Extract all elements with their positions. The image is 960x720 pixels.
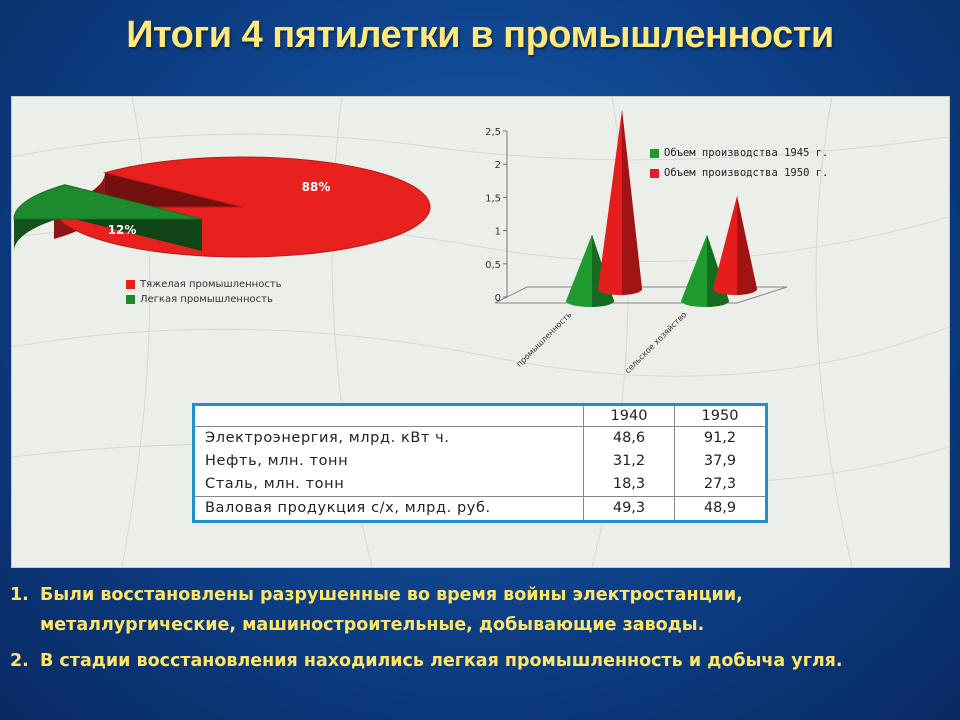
table-cell-label: Валовая продукция с/х, млрд. руб. <box>193 496 584 522</box>
table-row: Нефть, млн. тонн 31,2 37,9 <box>194 450 767 473</box>
table-cell-label: Сталь, млн. тонн <box>205 476 345 492</box>
pie-legend-item-light: Легкая промышленность <box>126 292 282 307</box>
y-tick-label: 2 <box>495 160 501 171</box>
table-header-row: 1940 1950 <box>193 404 767 427</box>
pie-label-heavy: 88% <box>302 180 331 194</box>
note-text: В стадии восстановления находились легка… <box>40 651 843 671</box>
table-row: Сталь, млн. тонн 18,3 27,3 <box>194 473 767 497</box>
cone-bar-chart: 0 0,5 1 1,5 2 2,5 промышленность сельское хозяй… <box>485 109 788 375</box>
notes-list: 1. Были восстановлены разрушенные во вре… <box>10 580 940 682</box>
slide-title: Итоги 4 пятилетки в промышленности <box>126 14 834 56</box>
y-tick-label: 0,5 <box>485 260 501 271</box>
bar-legend: Объем производства 1945 г. Объем произво… <box>650 143 828 183</box>
x-tick-label: промышленность <box>515 310 574 369</box>
cone-1950-agriculture <box>713 196 758 295</box>
note-text: Были восстановлены разрушенные во время … <box>40 585 743 635</box>
table-cell-1950: 37,9 <box>674 450 767 473</box>
table-header-label <box>193 404 584 427</box>
table-cell-1950: 48,9 <box>674 496 767 522</box>
light-industry-swatch <box>126 295 135 304</box>
pie-legend-label: Легкая промышленность <box>140 294 273 305</box>
series-1950-swatch <box>650 168 659 178</box>
pie-legend-label: Тяжелая промышленность <box>140 279 282 290</box>
series-1945-swatch <box>650 148 659 158</box>
table-cell-1940: 48,6 <box>583 426 675 450</box>
table-header-1950: 1950 <box>674 404 767 427</box>
production-table: 1940 1950 Электроэнергия, млрд. кВт ч. 4… <box>192 403 768 523</box>
note-number: 1. <box>10 585 29 605</box>
table-cell-label: Электроэнергия, млрд. кВт ч. <box>205 430 450 446</box>
pie-slice-light-industry <box>13 184 203 251</box>
note-number: 2. <box>10 651 29 671</box>
table-cell-1950: 91,2 <box>674 426 767 450</box>
table-row: Электроэнергия, млрд. кВт ч. 48,6 91,2 <box>194 426 767 450</box>
list-item: 1. Были восстановлены разрушенные во вре… <box>10 580 940 640</box>
table-cell-1940: 31,2 <box>583 450 675 473</box>
chart-image-panel: 88% 12% Тяжелая промышленность Легкая про… <box>11 96 950 568</box>
chart-axes: 0 0,5 1 1,5 2 2,5 <box>485 127 788 304</box>
table-header-1940: 1940 <box>583 404 675 427</box>
table-cell-1940: 18,3 <box>583 473 675 497</box>
pie-legend: Тяжелая промышленность Легкая промышленн… <box>126 277 282 307</box>
x-tick-label: сельское хозяйство <box>623 310 688 375</box>
bar-legend-label: Объем производства 1945 г. <box>664 147 829 159</box>
bar-legend-label: Объем производства 1950 г. <box>664 167 829 179</box>
cone-1950-industry <box>598 109 643 295</box>
heavy-industry-swatch <box>126 280 135 289</box>
y-tick-label: 2,5 <box>485 127 501 138</box>
table-cell-label: Нефть, млн. тонн <box>205 453 349 469</box>
pie-label-light: 12% <box>108 223 137 237</box>
bar-legend-item-1945: Объем производства 1945 г. <box>650 143 828 163</box>
table-row: Валовая продукция с/х, млрд. руб. 49,3 4… <box>193 496 767 522</box>
pie-legend-item-heavy: Тяжелая промышленность <box>126 277 282 292</box>
pie-chart: 88% 12% <box>13 156 431 258</box>
y-tick-label: 0 <box>495 293 501 304</box>
list-item: 2. В стадии восстановления находились ле… <box>10 646 940 676</box>
table-cell-1940: 49,3 <box>583 496 675 522</box>
y-tick-label: 1,5 <box>485 193 501 204</box>
table-cell-1950: 27,3 <box>674 473 767 497</box>
bar-legend-item-1950: Объем производства 1950 г. <box>650 163 828 183</box>
y-tick-label: 1 <box>495 227 501 238</box>
